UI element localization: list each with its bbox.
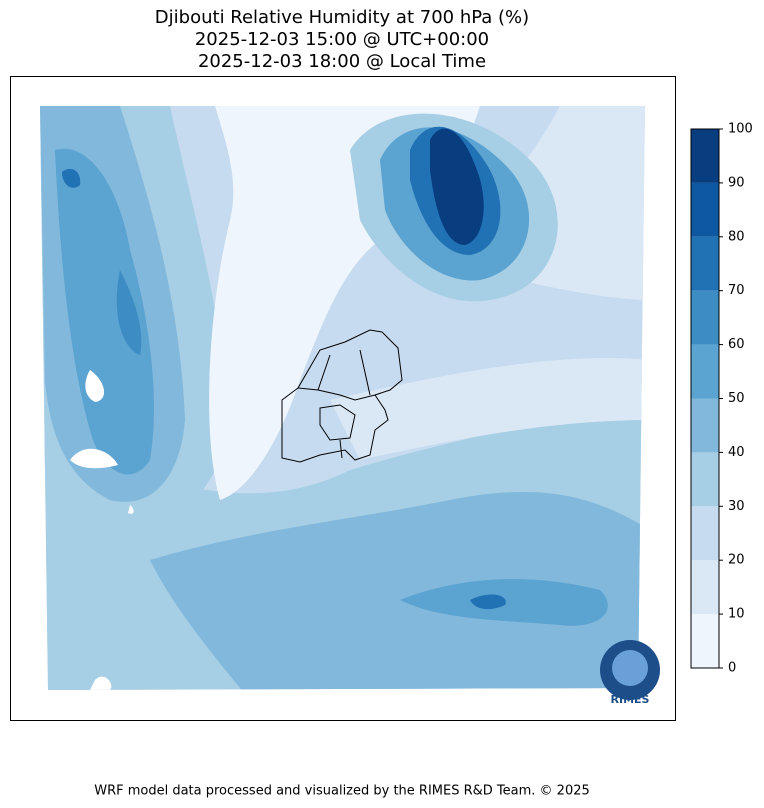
footer: WRF model data processed and visualized …: [94, 784, 590, 799]
colorbar-bin: [691, 344, 719, 399]
colorbar-tick-label: 30: [728, 499, 745, 514]
logo: RIMES: [600, 640, 660, 706]
colorbar-tick-label: 100: [728, 122, 753, 137]
colorbar-bin: [691, 182, 719, 237]
logo-text: RIMES: [611, 693, 650, 706]
colorbar-bin: [691, 129, 719, 183]
colorbar-tick-label: 90: [728, 175, 745, 190]
colorbar: 0 10 20 30 40 50 60 70 80 90 100: [690, 122, 753, 676]
colorbar-bin: [691, 452, 719, 507]
colorbar-bin: [691, 560, 719, 615]
colorbar-tick-label: 10: [728, 607, 745, 622]
colorbar-tick-label: 40: [728, 445, 745, 460]
colorbar-tick-label: 0: [728, 661, 736, 676]
country-border: [281, 329, 403, 463]
colorbar-tick-label: 50: [728, 391, 745, 406]
colorbar-bin: [691, 506, 719, 561]
map: RIMES: [10, 76, 676, 721]
colorbar-bin: [691, 398, 719, 453]
colorbar-tick-label: 20: [728, 553, 745, 568]
colorbar-bin: [691, 290, 719, 345]
title-line: 2025-12-03 18:00 @ Local Time: [198, 51, 486, 72]
title-line: 2025-12-03 15:00 @ UTC+00:00: [195, 29, 489, 50]
colorbar-bin: [691, 614, 719, 668]
colorbar-tick-label: 70: [728, 283, 745, 298]
title-line: Djibouti Relative Humidity at 700 hPa (%…: [155, 7, 529, 28]
colorbar-tick-label: 80: [728, 229, 745, 244]
colorbar-tick-label: 60: [728, 337, 745, 352]
colorbar-bin: [691, 236, 719, 291]
humidity-field: [40, 106, 645, 690]
